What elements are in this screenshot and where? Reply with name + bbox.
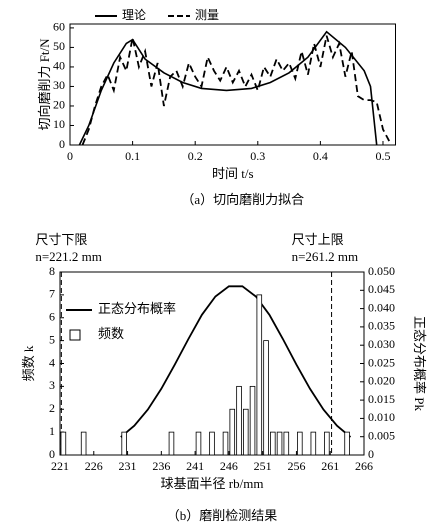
- histogram-bar: [324, 431, 330, 456]
- histogram-bar: [297, 431, 303, 456]
- y2-tick-label: 0.010: [368, 410, 395, 424]
- legend-swatch: [69, 329, 81, 341]
- legend-label: 频数: [98, 326, 124, 341]
- limit-label: 尺寸下限: [35, 232, 87, 247]
- histogram-bar: [209, 431, 215, 456]
- x-tick-label: 266: [355, 459, 373, 473]
- y-tick-label: 2: [49, 401, 55, 415]
- y-tick-label: 0: [49, 447, 55, 461]
- x-tick-label: 251: [254, 459, 272, 473]
- y-tick-label: 6: [49, 310, 55, 324]
- series-line: [78, 30, 378, 146]
- y2-tick-label: 0.015: [368, 392, 395, 406]
- caption: （a）切向磨削力拟合: [181, 192, 304, 207]
- series-line: [81, 35, 390, 146]
- x-tick-label: 0.4: [313, 149, 328, 163]
- y-tick-label: 1: [49, 424, 55, 438]
- x-tick-label: 0.5: [375, 149, 390, 163]
- x-tick-label: 226: [85, 459, 103, 473]
- y2-tick-label: 0.050: [368, 264, 395, 278]
- histogram-bar: [256, 294, 263, 456]
- x-tick-label: 236: [152, 459, 170, 473]
- limit-value: n=221.2 mm: [35, 249, 102, 264]
- y-tick-label: 40: [53, 59, 65, 73]
- legend-label: 测量: [195, 8, 219, 22]
- y2-tick-label: 0.030: [368, 337, 395, 351]
- y-tick-label: 20: [53, 98, 65, 112]
- y-tick-label: 8: [49, 264, 55, 278]
- y-tick-label: 3: [49, 378, 55, 392]
- histogram-bar: [344, 431, 350, 456]
- histogram-bar: [270, 431, 276, 456]
- histogram-bar: [310, 431, 317, 456]
- x-tick-label: 246: [220, 459, 238, 473]
- histogram-bar: [283, 431, 290, 456]
- histogram-bar: [236, 385, 242, 456]
- legend-label: 正态分布概率: [98, 301, 176, 316]
- x-tick-label: 0.1: [125, 149, 140, 163]
- plot-frame: [59, 271, 365, 456]
- y2-tick-label: 0.005: [368, 428, 395, 442]
- histogram-bar: [80, 431, 87, 456]
- plot-frame: [69, 23, 396, 146]
- y-axis-label: 频数 k: [21, 345, 36, 381]
- y-axis-label: 切向磨削力 Ft/N: [37, 38, 52, 131]
- y2-tick-label: 0.020: [368, 374, 395, 388]
- histogram-bar: [168, 431, 175, 456]
- y-tick-label: 7: [49, 287, 55, 301]
- y-tick-label: 30: [53, 78, 65, 92]
- y2-tick-label: 0.025: [368, 355, 395, 369]
- x-tick-label: 0.2: [188, 149, 203, 163]
- histogram-bar: [229, 408, 236, 456]
- histogram-bar: [242, 408, 249, 456]
- y2-tick-label: 0.035: [368, 319, 395, 333]
- histogram-bar: [276, 431, 283, 456]
- histogram-bar: [263, 340, 269, 456]
- limit-label: 尺寸上限: [292, 232, 344, 247]
- x-tick-label: 241: [186, 459, 204, 473]
- caption: （b）磨削检测结果: [167, 508, 278, 523]
- histogram-bar: [249, 385, 256, 456]
- x-tick-label: 0: [67, 149, 73, 163]
- x-tick-label: 256: [287, 459, 305, 473]
- y2-axis-label: 正态分布概率 Pk: [412, 316, 427, 411]
- x-tick-label: 261: [321, 459, 339, 473]
- legend-label: 理论: [122, 8, 146, 22]
- y-tick-label: 10: [53, 117, 65, 131]
- x-axis-label: 时间 t/s: [212, 166, 254, 181]
- y-tick-label: 0: [59, 137, 65, 151]
- histogram-bar: [195, 431, 202, 456]
- y2-tick-label: 0.045: [368, 282, 395, 296]
- histogram-bar: [121, 431, 127, 456]
- limit-value: n=261.2 mm: [292, 249, 359, 264]
- x-tick-label: 221: [51, 459, 69, 473]
- y-tick-label: 60: [53, 20, 65, 34]
- histogram-bar: [222, 431, 229, 456]
- histogram-bar: [60, 431, 67, 456]
- y2-tick-label: 0: [368, 447, 374, 461]
- y2-tick-label: 0.040: [368, 300, 395, 314]
- x-axis-label: 球基面半径 rb/mm: [161, 476, 264, 491]
- series-line: [120, 285, 352, 438]
- x-tick-label: 0.3: [250, 149, 265, 163]
- x-tick-label: 231: [119, 459, 137, 473]
- y-tick-label: 50: [53, 39, 65, 53]
- y-tick-label: 5: [49, 332, 55, 346]
- y-tick-label: 4: [49, 355, 55, 369]
